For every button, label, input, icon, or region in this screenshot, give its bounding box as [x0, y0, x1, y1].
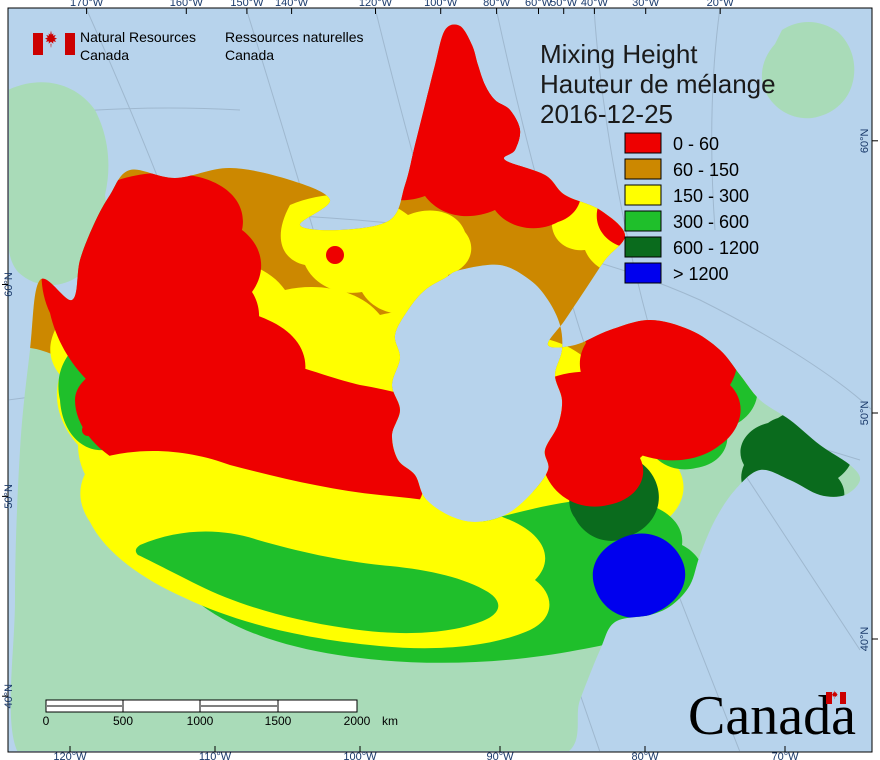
- svg-text:100°W: 100°W: [343, 751, 377, 760]
- svg-text:100°W: 100°W: [424, 0, 458, 9]
- svg-text:Canada: Canada: [225, 47, 274, 63]
- svg-text:50°N: 50°N: [859, 401, 871, 426]
- svg-text:40°N: 40°N: [3, 684, 15, 709]
- svg-text:170°W: 170°W: [70, 0, 104, 9]
- svg-text:120°W: 120°W: [53, 751, 87, 760]
- svg-text:0: 0: [43, 714, 50, 728]
- svg-text:500: 500: [113, 714, 133, 728]
- svg-text:80°W: 80°W: [483, 0, 511, 9]
- svg-text:30°W: 30°W: [632, 0, 660, 9]
- svg-text:150 - 300: 150 - 300: [673, 186, 749, 206]
- svg-text:> 1200: > 1200: [673, 264, 729, 284]
- svg-text:140°W: 140°W: [275, 0, 309, 9]
- svg-text:150°W: 150°W: [230, 0, 264, 9]
- svg-text:60 - 150: 60 - 150: [673, 160, 739, 180]
- svg-text:Natural Resources: Natural Resources: [80, 29, 196, 45]
- svg-text:60°N: 60°N: [3, 272, 15, 297]
- svg-text:0 - 60: 0 - 60: [673, 134, 719, 154]
- svg-text:km: km: [382, 714, 398, 728]
- svg-text:Canada: Canada: [80, 47, 129, 63]
- svg-text:60°N: 60°N: [859, 128, 871, 153]
- svg-text:120°W: 120°W: [359, 0, 393, 9]
- svg-text:90°W: 90°W: [486, 751, 514, 760]
- svg-text:40°W: 40°W: [581, 0, 609, 9]
- svg-text:110°W: 110°W: [199, 751, 232, 760]
- svg-text:60°W: 60°W: [525, 0, 553, 9]
- svg-text:40°N: 40°N: [859, 627, 871, 652]
- svg-text:1500: 1500: [265, 714, 292, 728]
- svg-text:70°W: 70°W: [771, 751, 799, 760]
- svg-text:1000: 1000: [187, 714, 214, 728]
- svg-text:50°W: 50°W: [550, 0, 578, 9]
- svg-text:20°W: 20°W: [707, 0, 735, 9]
- svg-text:50°N: 50°N: [3, 484, 15, 509]
- svg-text:2016-12-25: 2016-12-25: [540, 99, 673, 129]
- svg-text:80°W: 80°W: [631, 751, 659, 760]
- svg-text:Hauteur de mélange: Hauteur de mélange: [540, 69, 776, 99]
- svg-text:Mixing Height: Mixing Height: [540, 39, 698, 69]
- svg-text:160°W: 160°W: [170, 0, 204, 9]
- svg-text:2000: 2000: [344, 714, 371, 728]
- svg-text:Ressources naturelles: Ressources naturelles: [225, 29, 364, 45]
- svg-text:600 - 1200: 600 - 1200: [673, 238, 759, 258]
- svg-text:300 - 600: 300 - 600: [673, 212, 749, 232]
